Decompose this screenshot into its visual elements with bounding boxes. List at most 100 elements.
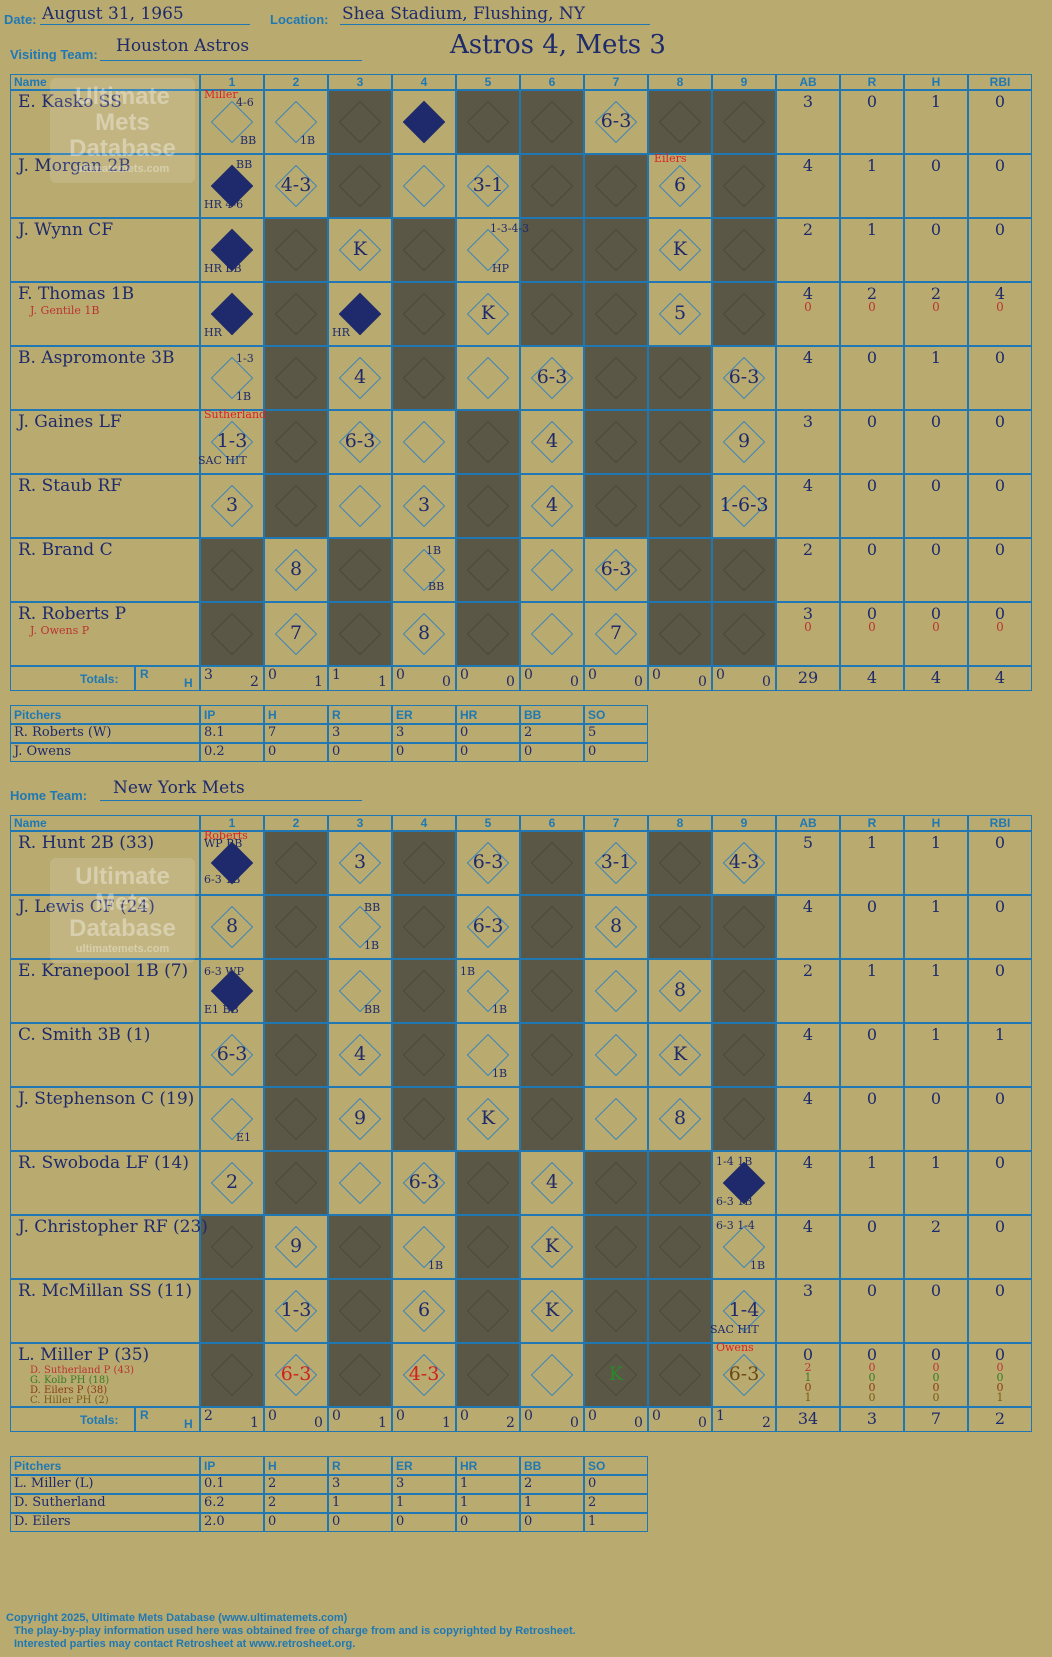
play-notation: 1B <box>426 544 442 557</box>
inactive-cell <box>584 410 648 474</box>
column-header: RBI <box>989 816 1011 830</box>
inactive-cell <box>200 1279 264 1343</box>
inactive-cell <box>648 410 712 474</box>
batting-stat: 0 <box>994 1345 1006 1364</box>
inning-runs-total: 0 <box>588 1408 597 1424</box>
play-notation: 3 <box>417 494 431 516</box>
play-notation: 6-3 <box>728 366 760 388</box>
substitute-stat: 0 <box>868 620 876 634</box>
column-header: 2 <box>292 816 300 830</box>
inactive-cell <box>712 895 776 959</box>
play-notation: 6 <box>417 1299 431 1321</box>
batting-stat: 0 <box>994 92 1006 111</box>
inning-hits-total: 0 <box>442 674 451 690</box>
pitching-header: Pitchers <box>14 1459 62 1473</box>
inactive-cell <box>584 474 648 538</box>
play-notation: 4 <box>353 366 367 388</box>
totals-label: Totals: <box>80 672 119 686</box>
play-notation: BB <box>364 901 381 914</box>
play-notation: 5 <box>673 302 687 324</box>
inactive-cell <box>712 154 776 218</box>
play-notation: 8 <box>289 558 303 580</box>
column-header: 8 <box>676 75 684 89</box>
inning-hits-total: 0 <box>314 1415 323 1431</box>
batting-stat: 3 <box>802 92 814 111</box>
batting-stat: 0 <box>994 1153 1006 1172</box>
play-notation: 1-3-4-3 <box>490 222 530 235</box>
pitching-stat: 1 <box>332 1495 341 1510</box>
substitute-stat: 0 <box>932 1381 940 1394</box>
play-notation: Miller <box>204 88 238 101</box>
play-notation: K <box>544 1235 560 1257</box>
play-notation: 8 <box>673 979 687 1001</box>
inning-runs-total: 1 <box>716 1408 725 1424</box>
batting-stat: 4 <box>802 1153 814 1172</box>
inactive-cell <box>712 282 776 346</box>
pitching-stat: 2 <box>524 1476 533 1491</box>
pitching-stat: 1 <box>396 1495 405 1510</box>
batting-stat: 0 <box>994 476 1006 495</box>
player-name: J. Morgan 2B <box>18 156 131 176</box>
inactive-cell <box>392 895 456 959</box>
inactive-cell <box>712 538 776 602</box>
inactive-cell <box>520 90 584 154</box>
play-notation: Eilers <box>654 152 687 165</box>
pitching-header: IP <box>204 1459 216 1473</box>
inning-runs-total: 0 <box>524 1408 533 1424</box>
inning-hits-total: 0 <box>570 1415 579 1431</box>
watermark-logo: Ultimate Mets Database ultimatemets.com <box>50 858 195 963</box>
batting-stat: 0 <box>994 897 1006 916</box>
inning-hits-total: 1 <box>250 1415 259 1431</box>
inning-hits-total: 1 <box>442 1415 451 1431</box>
batting-stat: 0 <box>930 1089 942 1108</box>
inactive-cell <box>520 895 584 959</box>
play-notation: 7 <box>609 622 623 644</box>
inactive-cell <box>648 831 712 895</box>
column-header: AB <box>799 75 817 89</box>
game-date: August 31, 1965 <box>42 4 184 24</box>
batting-stat: 2 <box>930 284 942 303</box>
inactive-cell <box>392 282 456 346</box>
home-team-label: Home Team: <box>10 788 88 803</box>
inactive-cell <box>456 90 520 154</box>
substitute-stat: 0 <box>932 620 940 634</box>
column-header: 1 <box>228 75 236 89</box>
player-name: J. Christopher RF (23) <box>18 1217 208 1237</box>
play-notation: 1B <box>428 1259 444 1272</box>
inactive-cell <box>648 1343 712 1407</box>
inactive-cell <box>648 1215 712 1279</box>
column-header: 4 <box>420 816 428 830</box>
pitcher-name: J. Owens <box>14 744 71 759</box>
pitching-stat: 0.1 <box>204 1476 225 1491</box>
inactive-cell <box>584 154 648 218</box>
pitching-stat: 5 <box>588 725 597 740</box>
pitching-header: SO <box>588 1459 606 1473</box>
date-label: Date: <box>4 12 37 27</box>
pitching-header: HR <box>460 1459 478 1473</box>
copyright-line-3: Interested parties may contact Retroshee… <box>14 1638 356 1650</box>
inactive-cell <box>712 1087 776 1151</box>
play-notation: 4 <box>545 430 559 452</box>
pitching-stat: 0 <box>332 744 341 759</box>
total-stat: 3 <box>866 1409 878 1428</box>
play-notation: 6-3 <box>600 110 632 132</box>
inactive-cell <box>456 1343 520 1407</box>
pitching-header: H <box>268 1459 277 1473</box>
batting-stat: 0 <box>994 604 1006 623</box>
inactive-cell <box>264 474 328 538</box>
substitute-stat: 0 <box>804 1381 812 1394</box>
play-notation: 1B <box>492 1067 508 1080</box>
pitcher-name: D. Sutherland <box>14 1495 106 1510</box>
player-name: R. Staub RF <box>18 476 123 496</box>
play-notation: 1-3 <box>216 430 248 452</box>
substitute-stat: 0 <box>868 1371 876 1384</box>
batting-stat: 0 <box>994 1281 1006 1300</box>
play-notation: WP BB <box>204 837 243 850</box>
inactive-cell <box>712 90 776 154</box>
batting-stat: 0 <box>994 156 1006 175</box>
pitching-stat: 1 <box>460 1476 469 1491</box>
play-notation: 6-3 1-4 <box>716 1219 755 1232</box>
play-notation: BB <box>240 134 257 147</box>
column-header: 3 <box>356 816 364 830</box>
batting-stat: 0 <box>866 1345 878 1364</box>
